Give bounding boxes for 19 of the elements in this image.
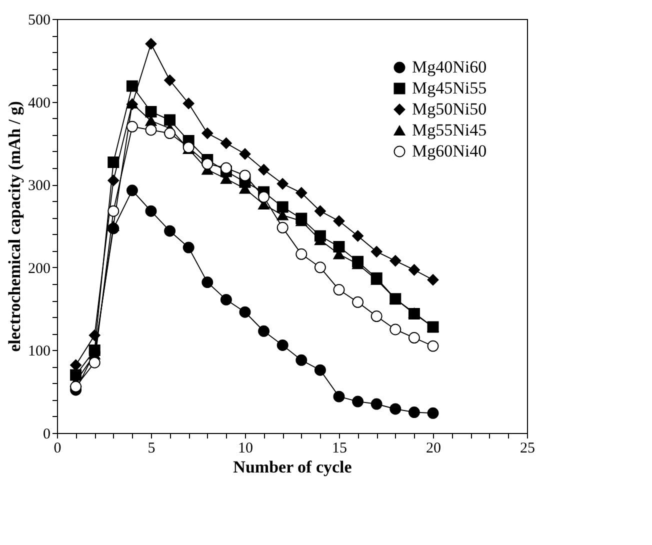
x-tick-label: 15 <box>332 440 347 456</box>
x-tick-label: 5 <box>148 440 156 456</box>
y-tick-label: 500 <box>28 12 50 28</box>
y-tick-label: 200 <box>28 260 50 277</box>
legend-label: Mg55Ni45 <box>412 120 487 140</box>
x-axis-title: Number of cycle <box>233 458 352 476</box>
legend-label: Mg45Ni55 <box>412 78 487 98</box>
y-tick-label: 0 <box>43 426 50 442</box>
y-axis-title: electrochemical capacity (mAh / g) <box>5 101 24 352</box>
x-tick-label: 10 <box>238 440 253 456</box>
legend-label: Mg40Ni60 <box>412 58 487 76</box>
x-tick-label: 0 <box>54 440 62 456</box>
y-tick-label: 100 <box>28 344 50 360</box>
y-tick-label: 300 <box>28 178 50 194</box>
legend-label: Mg60Ni40 <box>412 142 487 160</box>
legend-label: Mg50Ni50 <box>412 100 487 118</box>
y-tick-label: 400 <box>28 95 50 112</box>
x-tick-label: 20 <box>426 440 441 456</box>
x-tick-label: 25 <box>520 440 535 456</box>
